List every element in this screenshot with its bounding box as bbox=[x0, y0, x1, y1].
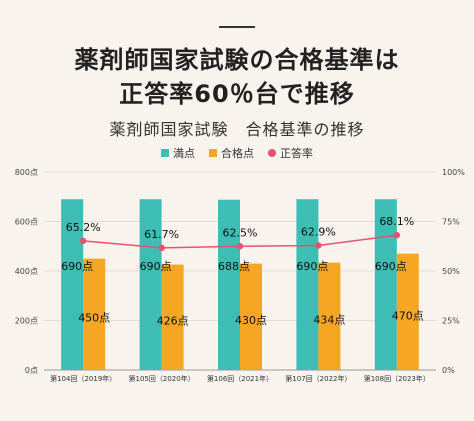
x-tick-label: 第106回（2021年） bbox=[207, 374, 273, 383]
point-rate bbox=[393, 231, 400, 239]
data-label-rate: 65.2% bbox=[66, 221, 101, 234]
y-left-tick-label: 600点 bbox=[15, 218, 38, 227]
legend-item-pass-score: 合格点 bbox=[209, 145, 254, 161]
y-left-tick-label: 200点 bbox=[15, 317, 38, 326]
data-label-full-score: 688点 bbox=[218, 260, 250, 273]
data-label-rate: 62.9% bbox=[301, 225, 336, 238]
data-label-full-score: 690点 bbox=[140, 260, 172, 273]
bar-full-score bbox=[296, 199, 319, 370]
bar-pass-score bbox=[240, 263, 262, 370]
title-divider bbox=[219, 26, 255, 28]
bar-pass-score bbox=[396, 253, 419, 370]
data-label-full-score: 690点 bbox=[61, 260, 93, 273]
y-right-tick-label: 100% bbox=[442, 168, 465, 177]
legend-item-full-score: 満点 bbox=[161, 145, 195, 161]
x-tick-label: 第105回（2020年） bbox=[129, 374, 195, 383]
bar-pass-score bbox=[318, 262, 341, 370]
y-left-tick-label: 400点 bbox=[15, 267, 38, 276]
chart-subtitle: 薬剤師国家試験 合格基準の推移 bbox=[109, 120, 365, 139]
legend: 満点 合格点 正答率 bbox=[0, 145, 474, 161]
x-tick-label: 第108回（2023年） bbox=[364, 374, 430, 383]
y-left-tick-label: 800点 bbox=[15, 168, 38, 177]
data-label-pass-score: 426点 bbox=[157, 314, 189, 327]
legend-swatch-pass-score bbox=[209, 149, 217, 157]
point-rate bbox=[158, 244, 165, 252]
data-label-pass-score: 434点 bbox=[313, 314, 345, 327]
bar-full-score bbox=[139, 199, 162, 370]
bar-full-score bbox=[61, 199, 84, 370]
point-rate bbox=[315, 242, 322, 249]
bar-full-score bbox=[374, 199, 397, 370]
legend-label-pass-score: 合格点 bbox=[221, 147, 254, 160]
data-label-full-score: 690点 bbox=[375, 260, 407, 273]
y-right-tick-label: 75% bbox=[442, 218, 460, 227]
legend-swatch-rate bbox=[268, 149, 276, 157]
data-label-pass-score: 470点 bbox=[392, 309, 424, 322]
data-label-full-score: 690点 bbox=[296, 260, 328, 273]
y-left-tick-label: 0点 bbox=[25, 366, 38, 375]
x-tick-label: 第104回（2019年） bbox=[50, 374, 116, 383]
y-right-tick-label: 0% bbox=[442, 366, 455, 375]
data-label-pass-score: 430点 bbox=[235, 314, 267, 327]
legend-label-rate: 正答率 bbox=[280, 147, 313, 160]
x-tick-label: 第107回（2022年） bbox=[285, 374, 351, 383]
data-label-rate: 62.5% bbox=[223, 226, 258, 239]
data-label-pass-score: 450点 bbox=[78, 312, 110, 325]
y-right-tick-label: 50% bbox=[442, 267, 460, 276]
legend-label-full-score: 満点 bbox=[173, 147, 195, 160]
bar-full-score bbox=[218, 199, 240, 370]
data-label-rate: 61.7% bbox=[144, 228, 179, 241]
legend-item-rate: 正答率 bbox=[268, 145, 313, 161]
chart-title-line1: 薬剤師国家試験の合格基準は bbox=[74, 46, 400, 74]
y-right-tick-label: 25% bbox=[442, 317, 460, 326]
data-label-rate: 68.1% bbox=[379, 215, 414, 228]
bar-pass-score bbox=[161, 264, 184, 370]
bar-pass-score bbox=[83, 258, 106, 370]
point-rate bbox=[80, 237, 87, 245]
legend-swatch-full-score bbox=[161, 149, 169, 157]
chart-title-line2: 正答率60％台で推移 bbox=[119, 80, 355, 108]
point-rate bbox=[236, 243, 244, 250]
